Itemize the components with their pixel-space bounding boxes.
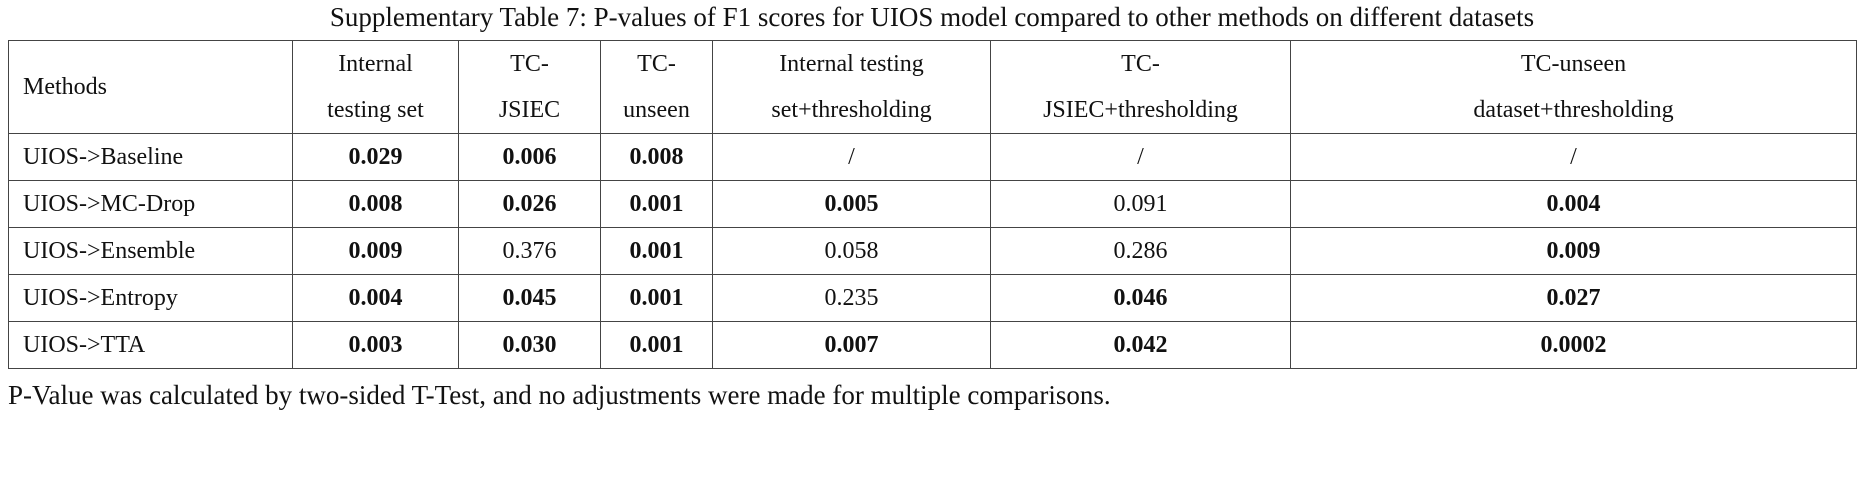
value-cell: 0.091 (990, 180, 1291, 228)
row-label: UIOS->Ensemble (8, 227, 293, 275)
value-cell: 0.004 (1290, 180, 1857, 228)
table-body: UIOS->Baseline 0.029 0.006 0.008// / UIOS->MC… (8, 133, 1857, 369)
value-cell: 0.004 (292, 274, 459, 322)
value-cell: 0.001 (600, 321, 713, 369)
value-cell: 0.001 (600, 180, 713, 228)
value-cell: / (1290, 133, 1857, 181)
header-cell: TC- JSIEC (458, 40, 601, 134)
value-cell: 0.0002 (1290, 321, 1857, 369)
table-row: UIOS->Ensemble 0.009 0.376 0.001 0.058 0.286 0… (8, 227, 1857, 275)
value-cell: 0.045 (458, 274, 601, 322)
value-cell: 0.008 (292, 180, 459, 228)
value-cell: 0.007 (712, 321, 991, 369)
header-cell: Internal testing set+thresholding (712, 40, 991, 134)
value-cell: 0.042 (990, 321, 1291, 369)
row-label: UIOS->Entropy (8, 274, 293, 322)
table-row: UIOS->Entropy 0.004 0.045 0.001 0.235 0.046 0.… (8, 274, 1857, 322)
table-row: UIOS->TTA 0.003 0.030 0.001 0.007 0.042 0.0002 (8, 321, 1857, 369)
value-cell: 0.026 (458, 180, 601, 228)
value-cell: 0.001 (600, 227, 713, 275)
row-label: UIOS->TTA (8, 321, 293, 369)
footnote: P-Value was calculated by two-sided T-Te… (8, 380, 1111, 410)
value-cell: 0.030 (458, 321, 601, 369)
header-cell: TC- unseen (600, 40, 713, 134)
value-cell: 0.006 (458, 133, 601, 181)
row-label: UIOS->MC-Drop (8, 180, 293, 228)
value-cell: 0.001 (600, 274, 713, 322)
table-title: Supplementary Table 7: P-values of F1 sc… (329, 2, 1535, 32)
header-row: Methods Internal testing set TC- JSIEC TC- … (8, 40, 1857, 134)
value-cell: 0.009 (1290, 227, 1857, 275)
value-cell: 0.009 (292, 227, 459, 275)
header-cell: Methods (8, 40, 293, 134)
value-cell: 0.376 (458, 227, 601, 275)
table: Methods Internal testing set TC- JSIEC TC- … (8, 40, 1857, 369)
value-cell: / (990, 133, 1291, 181)
row-label: UIOS->Baseline (8, 133, 293, 181)
value-cell: 0.058 (712, 227, 991, 275)
value-cell: 0.029 (292, 133, 459, 181)
header-cell: TC- JSIEC+thresholding (990, 40, 1291, 134)
value-cell: 0.005 (712, 180, 991, 228)
value-cell: 0.046 (990, 274, 1291, 322)
header-cell: TC-unseen dataset+thresholding (1290, 40, 1857, 134)
value-cell: 0.235 (712, 274, 991, 322)
value-cell: 0.286 (990, 227, 1291, 275)
value-cell: 0.008 (600, 133, 713, 181)
value-cell: / (712, 133, 991, 181)
table-row: UIOS->Baseline 0.029 0.006 0.008// / (8, 133, 1857, 181)
table-row: UIOS->MC-Drop 0.008 0.026 0.001 0.005 0.091 0.… (8, 180, 1857, 228)
value-cell: 0.027 (1290, 274, 1857, 322)
value-cell: 0.003 (292, 321, 459, 369)
header-cell: Internal testing set (292, 40, 459, 134)
